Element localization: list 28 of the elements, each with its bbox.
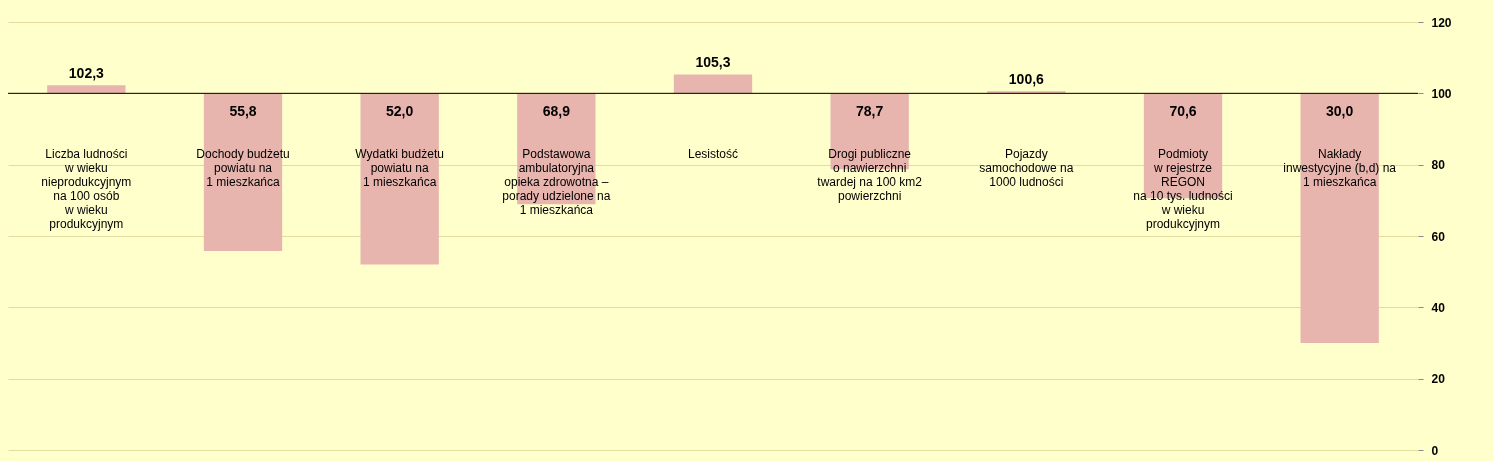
data-label: 78,7 [856,103,884,120]
x-tick-label: Pojazdy samochodowe na 1000 ludności [979,146,1074,189]
data-label: 105,3 [695,54,731,71]
data-label: 30,0 [1326,103,1354,120]
y-tick-label: 40 [1431,300,1446,315]
y-tick-label: 120 [1431,15,1452,30]
bar [987,91,1066,94]
y-tick-label: 0 [1431,443,1439,458]
x-tick-label: Nakłady inwestycyjne (b,d) na 1 mieszkańca [1283,146,1397,189]
data-label: 70,6 [1169,103,1197,120]
x-tick-label: Liczba ludności w wieku nieprodukcyjnym na 100 osób w wieku produkcyjnym [41,146,132,231]
x-tick-label: Podmioty w rejestrze REGON na 10 tys. ludności w wieku produkcyjnym [1133,146,1233,231]
x-tick-label: Wydatki budżetu powiatu na 1 mieszkańca [355,146,444,189]
y-tick-label: 80 [1431,158,1446,173]
data-label: 55,8 [229,103,257,120]
bar [673,74,753,94]
data-label: 68,9 [542,103,571,120]
y-tick-label: 100 [1431,86,1452,101]
x-tick-label: Lesistość [687,146,739,161]
x-tick-label: Podstawowa ambulatoryjna opieka zdrowotna – porady udzielone na 1 mieszkańca [502,146,611,217]
x-tick-label: Drogi publiczne o nawierzchni twardej na 100 km2 powierzchni [817,146,923,203]
y-tick-label: 60 [1431,229,1446,244]
data-label: 102,3 [68,65,105,82]
x-tick-label: Dochody budżetu powiatu na 1 mieszkańca [196,146,290,189]
bar [47,85,126,94]
y-tick-label: 20 [1431,372,1446,387]
data-label: 52,0 [386,103,414,120]
data-label: 100,6 [1008,71,1045,88]
